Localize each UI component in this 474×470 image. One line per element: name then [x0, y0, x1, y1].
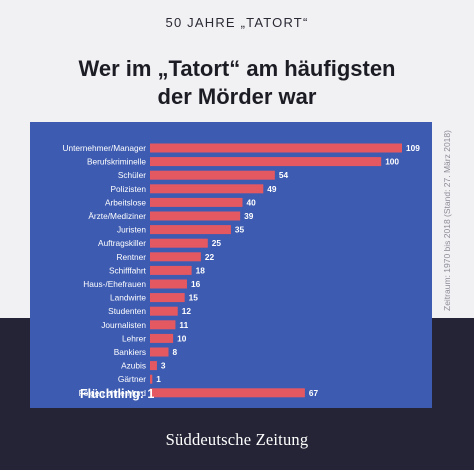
value-label: 10 [177, 333, 187, 343]
value-label: 49 [267, 184, 277, 194]
category-label: Berufskriminelle [87, 157, 146, 167]
category-label: Landwirte [110, 293, 146, 303]
bar [150, 320, 176, 330]
value-label: 3 [161, 361, 166, 371]
bar [150, 306, 178, 316]
bar [150, 170, 275, 180]
bar [150, 347, 169, 357]
value-label: 39 [244, 211, 254, 221]
brand-logo: Süddeutsche Zeitung [165, 430, 309, 449]
value-label: 109 [406, 143, 420, 153]
bar [150, 238, 208, 248]
chart-panel: Unternehmer/Manager 109 Berufskriminelle 10… [30, 122, 432, 408]
bar [150, 225, 231, 235]
title-line-2: der Mörder war [157, 84, 317, 109]
bar [150, 252, 201, 262]
bar [150, 197, 243, 207]
category-label: Journalisten [101, 320, 146, 330]
value-label: 11 [179, 320, 188, 330]
footnote: Flüchtling: 1 [80, 387, 155, 401]
category-label: Haus-/Ehefrauen [83, 279, 146, 289]
bar [150, 265, 192, 275]
category-label: Studenten [108, 306, 146, 316]
category-label: Schifffahrt [109, 265, 147, 275]
category-label: Polizisten [110, 184, 146, 194]
category-label: Azubis [121, 361, 146, 371]
bar [150, 143, 402, 153]
value-label: 25 [212, 238, 222, 248]
value-label: 54 [279, 170, 289, 180]
category-label: Ärzte/Mediziner [88, 211, 146, 221]
value-label: 16 [191, 279, 201, 289]
bar [150, 374, 153, 384]
value-label: 12 [182, 306, 192, 316]
value-label: 18 [196, 265, 206, 275]
category-label: Unternehmer/Manager [63, 143, 147, 153]
bar [150, 361, 157, 371]
bar [150, 333, 174, 343]
bar [150, 279, 187, 289]
value-label: 100 [385, 157, 399, 167]
category-label: Bankiers [114, 347, 146, 357]
bar [150, 184, 264, 194]
value-label: 8 [172, 347, 177, 357]
value-label: 22 [205, 252, 215, 262]
category-label: Folgen ohne Mord [79, 388, 147, 398]
category-label: Rentner [116, 252, 146, 262]
category-label: Arbeitslose [105, 197, 146, 207]
title-line-1: Wer im „Tatort“ am häufigsten [78, 56, 396, 81]
bar [150, 388, 305, 398]
bar-chart: Unternehmer/Manager 109 Berufskriminelle 10… [63, 143, 421, 398]
category-label: Gärtner [118, 374, 146, 384]
value-label: 1 [156, 374, 161, 384]
value-label: 35 [235, 225, 245, 235]
value-label: 67 [309, 388, 319, 398]
value-label: 40 [246, 197, 256, 207]
bar [150, 211, 241, 221]
bar [150, 157, 382, 167]
bar [150, 293, 185, 303]
category-label: Juristen [117, 225, 146, 235]
chart-title: Wer im „Tatort“ am häufigsten der Mörder… [0, 55, 474, 111]
source-note: Zeitraum: 1970 bis 2018 (Stand: 27. März… [442, 130, 452, 311]
category-label: Lehrer [122, 333, 146, 343]
category-label: Schüler [118, 170, 146, 180]
value-label: 15 [189, 293, 199, 303]
category-label: Auftragskiller [98, 238, 146, 248]
kicker: 50 JAHRE „TATORT“ [165, 15, 309, 30]
